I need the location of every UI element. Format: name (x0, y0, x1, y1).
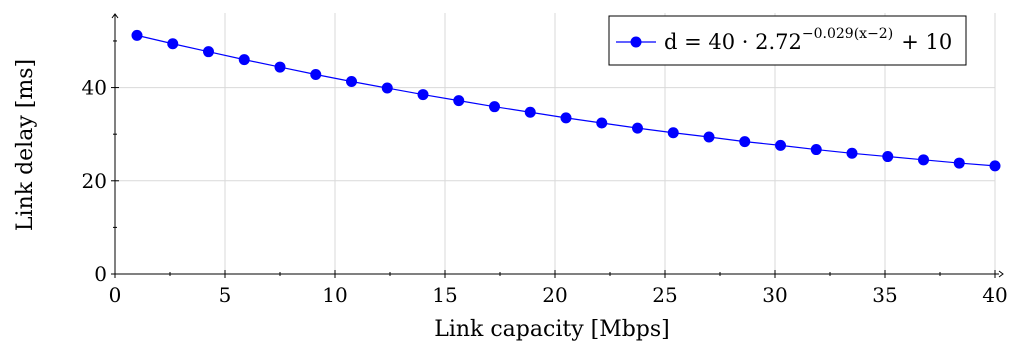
x-tick-label: 40 (982, 283, 1007, 307)
data-point (167, 38, 179, 50)
x-tick-label: 10 (322, 283, 347, 307)
legend: d = 40 · 2.72−0.029(x−2) + 10 (608, 15, 967, 66)
data-point (489, 101, 500, 113)
data-point (882, 151, 894, 163)
y-tick-label: 0 (94, 262, 107, 286)
data-point (739, 136, 751, 148)
legend-entry-exponent: −0.029(x−2) (802, 26, 893, 42)
x-tick-label: 35 (872, 283, 897, 307)
data-point (775, 139, 786, 151)
legend-entry-tail: + 10 (901, 30, 952, 54)
data-point (524, 106, 536, 118)
x-tick-label: 15 (432, 283, 457, 307)
data-point (310, 69, 322, 81)
x-tick-label: 30 (762, 283, 787, 307)
data-point (846, 147, 858, 159)
data-point (596, 117, 608, 129)
x-tick-label: 20 (542, 283, 567, 307)
x-axis-arrow (998, 270, 1004, 278)
x-tick-label: 0 (109, 283, 122, 307)
y-tick-label: 20 (82, 169, 107, 193)
data-point (632, 122, 643, 134)
data-point (381, 82, 393, 94)
data-point (203, 46, 214, 58)
data-point (453, 95, 465, 107)
data-point (810, 144, 822, 156)
data-point (667, 127, 679, 139)
data-point (560, 112, 572, 124)
data-point (703, 131, 715, 143)
tick-labels: 0 5 10 15 20 25 30 35 40 0 20 40 (82, 76, 1008, 307)
x-tick-label: 5 (219, 283, 232, 307)
y-tick-label: 40 (82, 76, 107, 100)
x-tick-label: 25 (652, 283, 677, 307)
data-point (918, 154, 929, 166)
y-axis-arrow (111, 13, 119, 19)
data-point (131, 29, 143, 41)
data-point (238, 54, 250, 66)
legend-marker-sample (630, 36, 642, 48)
legend-entry: d = 40 · 2.72−0.029(x−2) + 10 (664, 26, 952, 54)
y-axis-label: Link delay [ms] (13, 59, 38, 231)
data-point (346, 76, 357, 88)
data-point (989, 160, 1001, 172)
data-point (274, 61, 286, 73)
legend-box (608, 15, 967, 66)
data-point (953, 157, 965, 169)
data-point (417, 89, 429, 101)
axes (111, 13, 1004, 278)
x-axis-label: Link capacity [Mbps] (434, 317, 670, 342)
legend-entry-base: d = 40 · 2.72 (664, 30, 802, 54)
series-layer (131, 29, 1001, 172)
